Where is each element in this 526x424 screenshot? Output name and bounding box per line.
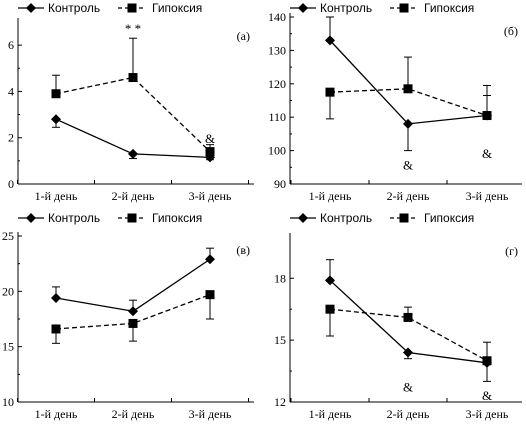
data-point bbox=[403, 84, 413, 94]
data-point bbox=[403, 118, 413, 129]
legend-marker-hypoxia bbox=[127, 3, 137, 13]
y-tick-label: 0 bbox=[8, 177, 14, 191]
annotation: & bbox=[482, 388, 492, 403]
data-point bbox=[128, 318, 138, 328]
series-hypoxia bbox=[51, 290, 215, 344]
y-tick-label: 20 bbox=[2, 284, 14, 298]
legend-label-control: Контроль bbox=[48, 1, 100, 15]
y-tick-label: 25 bbox=[2, 229, 14, 243]
legend-marker-control bbox=[298, 3, 308, 13]
x-tick-label: 3-й день bbox=[466, 189, 509, 203]
x-tick-label: 2-й день bbox=[387, 189, 430, 203]
y-tick-label: 140 bbox=[268, 10, 286, 24]
x-tick-label: 2-й день bbox=[112, 407, 155, 421]
annotation: & bbox=[403, 158, 413, 173]
series-line bbox=[55, 76, 211, 153]
series-hypoxia bbox=[51, 37, 215, 157]
x-tick-label: 1-й день bbox=[309, 407, 352, 421]
y-tick-label: 2 bbox=[8, 131, 14, 145]
x-tick-label: 3-й день bbox=[466, 407, 509, 421]
data-point bbox=[128, 73, 138, 83]
series-line bbox=[329, 308, 488, 362]
data-point bbox=[51, 89, 61, 99]
chart-panel-1: Контроль Гипоксия 0 2 4 6 1-й день 2-й день 3-й … bbox=[8, 1, 254, 203]
legend: Контроль Гипоксия bbox=[290, 1, 474, 15]
y-tick-label: 130 bbox=[268, 43, 286, 57]
y-tick-label: 100 bbox=[268, 144, 286, 158]
legend: Контроль Гипоксия bbox=[290, 211, 474, 225]
y-tick-label: 18 bbox=[274, 271, 286, 285]
y-tick-label: 6 bbox=[8, 38, 14, 52]
series-control bbox=[51, 247, 215, 317]
y-tick-label: 15 bbox=[2, 340, 14, 354]
y-tick-label: 90 bbox=[274, 177, 286, 191]
x-tick-label: 3-й день bbox=[189, 189, 232, 203]
y-tick-label: 110 bbox=[268, 110, 286, 124]
series-hypoxia bbox=[325, 304, 492, 366]
y-tick-label: 120 bbox=[268, 77, 286, 91]
x-tick-label: 1-й день bbox=[35, 189, 78, 203]
chart-panel-2: Контроль Гипоксия 90 100 110 120 130 140 1-й ден… bbox=[268, 1, 522, 203]
chart-panel-3: Контроль Гипоксия 10 15 20 25 1-й день 2-й день… bbox=[2, 211, 254, 421]
y-tick-label: 15 bbox=[274, 333, 286, 347]
legend-label-hypoxia: Гипоксия bbox=[424, 1, 474, 15]
x-tick-label: 2-й день bbox=[112, 189, 155, 203]
data-point bbox=[325, 275, 335, 286]
legend-marker-control bbox=[26, 213, 36, 223]
annotation: & bbox=[482, 146, 492, 161]
x-tick-label: 2-й день bbox=[387, 407, 430, 421]
panel-label: (б) bbox=[504, 24, 518, 38]
annotation: & bbox=[205, 131, 215, 146]
data-point bbox=[403, 347, 413, 358]
data-point bbox=[325, 35, 335, 46]
y-tick-label: 10 bbox=[2, 395, 14, 409]
panel-label: (г) bbox=[505, 244, 518, 258]
data-point bbox=[403, 312, 413, 322]
panel-label: (в) bbox=[236, 243, 250, 257]
annotation: * * bbox=[125, 21, 141, 36]
legend-label-hypoxia: Гипоксия bbox=[152, 211, 202, 225]
series-hypoxia bbox=[325, 56, 492, 121]
legend-marker-control bbox=[298, 213, 308, 223]
panel-label: (а) bbox=[237, 29, 250, 43]
data-point bbox=[128, 148, 138, 159]
data-point bbox=[325, 304, 335, 314]
series-line bbox=[329, 88, 488, 117]
legend-label-hypoxia: Гипоксия bbox=[424, 211, 474, 225]
legend: Контроль Гипоксия bbox=[18, 211, 202, 225]
data-point bbox=[325, 87, 335, 97]
legend-label-control: Контроль bbox=[48, 211, 100, 225]
series-control bbox=[51, 114, 215, 163]
annotation: & bbox=[403, 380, 413, 395]
legend-label-hypoxia: Гипоксия bbox=[152, 1, 202, 15]
legend-marker-hypoxia bbox=[399, 3, 409, 13]
x-tick-label: 1-й день bbox=[309, 189, 352, 203]
data-point bbox=[205, 254, 215, 265]
data-point bbox=[205, 290, 215, 300]
series-line bbox=[55, 294, 211, 330]
data-point bbox=[51, 114, 61, 125]
legend-marker-control bbox=[26, 3, 36, 13]
data-point bbox=[205, 147, 215, 157]
y-tick-label: 12 bbox=[274, 395, 286, 409]
chart-panel-4: Контроль Гипоксия 12 15 18 1-й день 2-й день 3-… bbox=[274, 211, 522, 421]
x-tick-label: 1-й день bbox=[35, 407, 78, 421]
data-point bbox=[482, 356, 492, 366]
x-tick-label: 3-й день bbox=[189, 407, 232, 421]
legend-label-control: Контроль bbox=[320, 211, 372, 225]
legend-marker-hypoxia bbox=[399, 213, 409, 223]
legend: Контроль Гипоксия bbox=[18, 1, 202, 15]
data-point bbox=[51, 292, 61, 303]
data-point bbox=[51, 324, 61, 334]
y-tick-label: 4 bbox=[8, 84, 14, 98]
legend-marker-hypoxia bbox=[127, 213, 137, 223]
data-point bbox=[482, 111, 492, 121]
data-point bbox=[128, 306, 138, 317]
legend-label-control: Контроль bbox=[320, 1, 372, 15]
